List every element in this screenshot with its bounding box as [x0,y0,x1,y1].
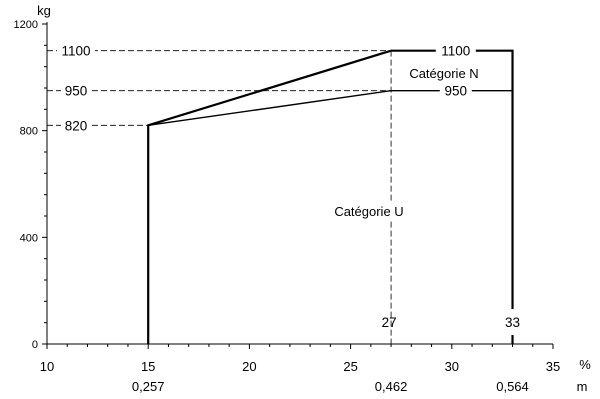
x-marker-label: 33 [505,315,520,330]
secondary-x-tick-label: 0,462 [375,379,408,394]
line-label-bg [435,41,476,60]
series-line-1 [148,89,513,127]
line-label-bg [439,81,472,100]
annotation-categorie-u-bg [326,202,418,221]
secondary-x-tick-label: 0,257 [132,379,165,394]
line-label: 1100 [441,44,470,59]
y-tick-label: 400 [20,232,38,244]
x-tick-label: 15 [141,359,155,374]
x-tick-label: 20 [242,359,256,374]
series-line-0 [147,49,514,344]
secondary-x-tick-label: 0,564 [496,379,529,394]
x-axis-label: % [579,357,591,372]
y-marker-label: 820 [65,118,88,133]
secondary-x-axis-label: m [577,379,588,394]
line-label: 950 [445,84,468,99]
annotation-categorie-n: Catégorie N [409,66,478,81]
annotation-categorie-u: Catégorie U [334,204,403,219]
y-tick-label: 1200 [14,19,38,31]
line-gap [508,309,517,335]
plot-lines [42,22,554,349]
y-marker-label: 1100 [61,44,90,59]
y-marker-label-bg [57,41,95,60]
x-tick-label: 35 [546,359,560,374]
y-axis-label: kg [37,3,51,18]
y-marker-label-bg [61,81,91,100]
y-marker-label-bg [61,116,91,135]
x-marker-label: 27 [382,315,397,330]
y-marker-label: 950 [65,84,88,99]
y-tick-label: 0 [32,339,38,351]
y-tick-label: 800 [20,126,38,138]
x-tick-label: 30 [445,359,459,374]
x-tick-label: 10 [40,359,54,374]
x-tick-label: 25 [343,359,357,374]
